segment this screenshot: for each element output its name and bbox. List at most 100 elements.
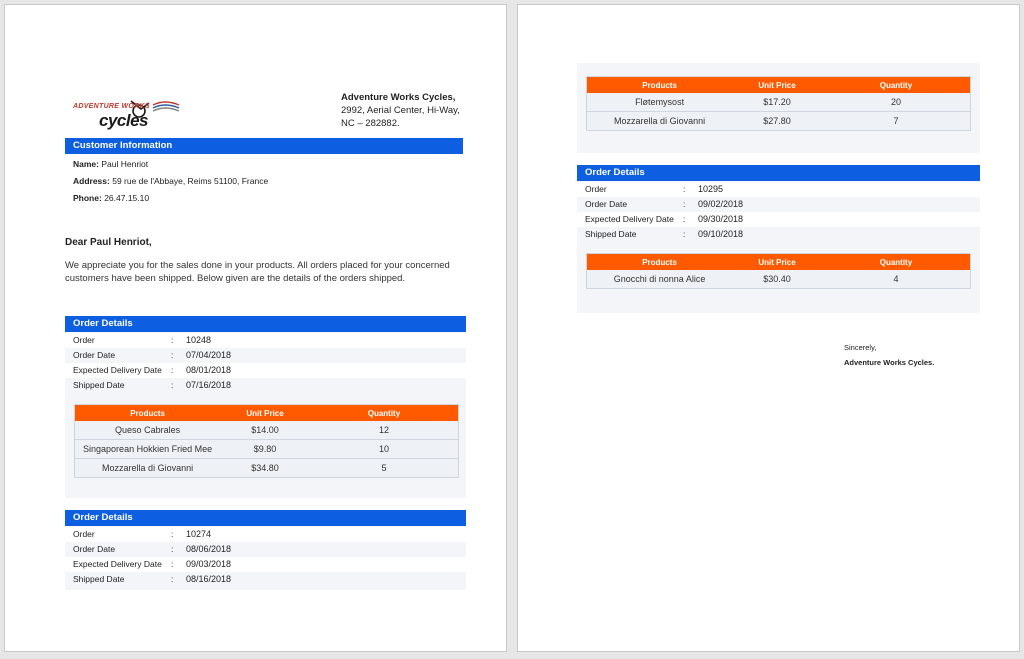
bicycle-logo-icon [130, 100, 180, 118]
shipped-date-row: Shipped Date : 09/10/2018 [577, 227, 980, 242]
company-address-line1: 2992, Aerial Center, Hi-Way, [341, 105, 460, 116]
product-price: $27.80 [732, 111, 822, 131]
col-products: Products [74, 404, 221, 421]
customer-info-header: Customer Information [65, 138, 463, 154]
order-number-row: Order : 10274 [65, 527, 466, 542]
product-qty: 5 [309, 458, 459, 478]
table-row: Fløtemysost $17.20 20 [586, 93, 971, 112]
company-logo: ADVENTURE WORKS cycles [69, 97, 184, 133]
products-table-header: Products Unit Price Quantity [586, 76, 971, 93]
order-details-header: Order Details [65, 510, 466, 526]
col-unit-price: Unit Price [732, 253, 822, 270]
shipped-date: 08/16/2018 [186, 574, 232, 584]
product-name: Mozzarella di Giovanni [74, 458, 221, 478]
colon: : [683, 214, 686, 224]
customer-phone: 26.47.15.10 [104, 193, 150, 203]
product-name: Queso Cabrales [74, 421, 221, 440]
product-name: Mozzarella di Giovanni [586, 111, 733, 131]
col-unit-price: Unit Price [220, 404, 310, 421]
letter-greeting: Dear Paul Henriot, [65, 237, 152, 248]
table-row: Singaporean Hokkien Fried Mee $9.80 10 [74, 439, 459, 459]
products-table-header: Products Unit Price Quantity [74, 404, 459, 421]
colon: : [171, 350, 174, 360]
closing-sincerely: Sincerely, [844, 343, 877, 352]
document-page-1: ADVENTURE WORKS cycles Adventure Works C… [4, 4, 507, 652]
product-qty: 10 [309, 439, 459, 459]
order-details-box: Order Details Order : 10274 Order Date :… [65, 510, 466, 590]
product-qty: 20 [821, 93, 971, 112]
order-date: 08/06/2018 [186, 544, 232, 554]
colon: : [171, 559, 174, 569]
customer-name-line: Name: Paul Henriot [73, 159, 148, 169]
order-number: 10274 [186, 529, 212, 539]
colon: : [171, 574, 174, 584]
order-date-label: Order Date [73, 544, 116, 554]
expected-delivery-label: Expected Delivery Date [73, 365, 162, 375]
closing-signature: Adventure Works Cycles. [844, 358, 935, 367]
shipped-date-label: Shipped Date [73, 574, 125, 584]
order-number-row: Order : 10248 [65, 333, 466, 348]
logo-text-top: ADVENTURE WORKS [73, 103, 150, 110]
colon: : [683, 184, 686, 194]
table-row: Mozzarella di Giovanni $34.80 5 [74, 458, 459, 478]
order-label: Order [73, 335, 95, 345]
product-name: Singaporean Hokkien Fried Mee [74, 439, 221, 459]
expected-delivery-label: Expected Delivery Date [73, 559, 162, 569]
product-price: $30.40 [732, 270, 822, 289]
order-details-header: Order Details [577, 165, 980, 181]
product-price: $14.00 [220, 421, 310, 440]
customer-phone-line: Phone: 26.47.15.10 [73, 193, 149, 203]
colon: : [171, 380, 174, 390]
table-row: Gnocchi di nonna Alice $30.40 4 [586, 270, 971, 289]
document-page-2: Products Unit Price Quantity Fløtemysost… [517, 4, 1020, 652]
order-details-box-continued: Products Unit Price Quantity Fløtemysost… [577, 63, 980, 153]
order-date-label: Order Date [585, 199, 628, 209]
order-details-box: Order Details Order : 10295 Order Date :… [577, 165, 980, 313]
order-date-row: Order Date : 07/04/2018 [65, 348, 466, 363]
order-number-row: Order : 10295 [577, 182, 980, 197]
order-number: 10248 [186, 335, 212, 345]
expected-delivery-row: Expected Delivery Date : 08/01/2018 [65, 363, 466, 378]
product-price: $17.20 [732, 93, 822, 112]
products-table-header: Products Unit Price Quantity [586, 253, 971, 270]
colon: : [683, 229, 686, 239]
customer-address-line: Address: 59 rue de l'Abbaye, Reims 51100… [73, 176, 268, 186]
colon: : [171, 335, 174, 345]
customer-address-label: Address: [73, 176, 110, 186]
order-date-row: Order Date : 08/06/2018 [65, 542, 466, 557]
product-price: $34.80 [220, 458, 310, 478]
product-name: Fløtemysost [586, 93, 733, 112]
col-quantity: Quantity [309, 404, 459, 421]
products-table: Products Unit Price Quantity Gnocchi di … [586, 253, 971, 289]
order-label: Order [73, 529, 95, 539]
shipped-date-label: Shipped Date [585, 229, 637, 239]
order-date-label: Order Date [73, 350, 116, 360]
shipped-date-label: Shipped Date [73, 380, 125, 390]
shipped-date-row: Shipped Date : 07/16/2018 [65, 378, 466, 393]
customer-phone-label: Phone: [73, 193, 102, 203]
expected-delivery-date: 09/03/2018 [186, 559, 232, 569]
products-table: Products Unit Price Quantity Queso Cabra… [74, 404, 459, 478]
expected-delivery-date: 09/30/2018 [698, 214, 744, 224]
products-table: Products Unit Price Quantity Fløtemysost… [586, 76, 971, 131]
shipped-date: 07/16/2018 [186, 380, 232, 390]
order-number: 10295 [698, 184, 724, 194]
order-date: 07/04/2018 [186, 350, 232, 360]
col-products: Products [586, 76, 733, 93]
product-price: $9.80 [220, 439, 310, 459]
colon: : [683, 199, 686, 209]
product-qty: 7 [821, 111, 971, 131]
order-label: Order [585, 184, 607, 194]
order-date: 09/02/2018 [698, 199, 744, 209]
colon: : [171, 529, 174, 539]
col-products: Products [586, 253, 733, 270]
table-row: Queso Cabrales $14.00 12 [74, 421, 459, 440]
expected-delivery-label: Expected Delivery Date [585, 214, 674, 224]
customer-name-label: Name: [73, 159, 99, 169]
order-details-box: Order Details Order : 10248 Order Date :… [65, 316, 466, 498]
letter-body: We appreciate you for the sales done in … [65, 260, 450, 284]
company-address-block: Adventure Works Cycles, 2992, Aerial Cen… [341, 91, 460, 130]
colon: : [171, 365, 174, 375]
col-unit-price: Unit Price [732, 76, 822, 93]
expected-delivery-row: Expected Delivery Date : 09/30/2018 [577, 212, 980, 227]
